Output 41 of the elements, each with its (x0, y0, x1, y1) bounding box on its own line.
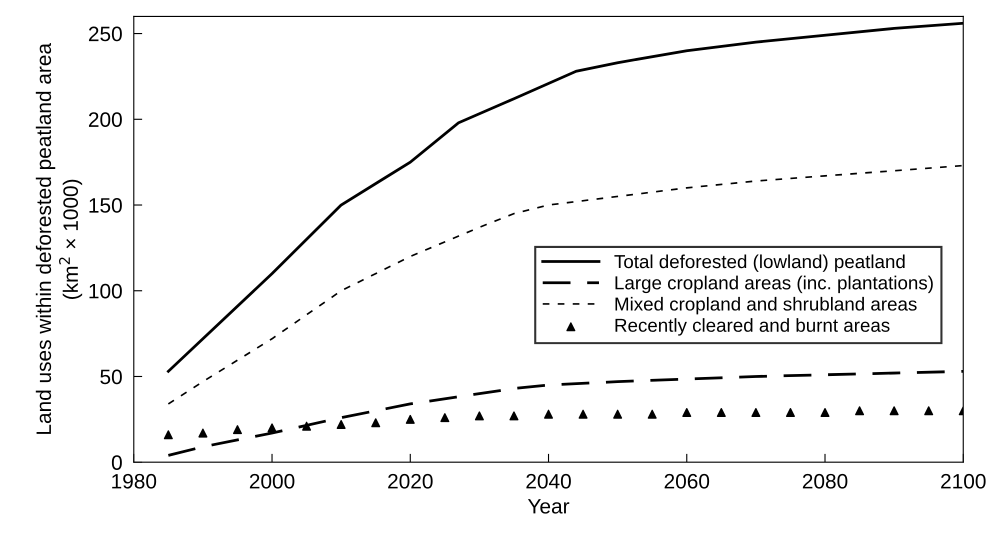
legend-label: Recently cleared and burnt areas (616, 318, 890, 336)
point (406, 414, 415, 424)
y-tick-label: 200 (88, 112, 122, 128)
point (751, 408, 760, 417)
x-axis-title: Year (528, 499, 570, 514)
point (648, 410, 657, 419)
legend-label: Mixed cropland and shrubland areas (616, 296, 917, 314)
legend-label: Large cropland areas (inc. plantations) (616, 276, 933, 294)
x-tick-label: 2080 (802, 474, 848, 489)
point (924, 406, 934, 416)
point (336, 420, 346, 429)
point (198, 428, 208, 438)
x-tick-label: 2100 (941, 474, 986, 489)
point (232, 425, 242, 434)
point (820, 408, 830, 417)
point (890, 406, 899, 416)
point (440, 413, 450, 422)
point (268, 423, 277, 432)
y-tick-label: 150 (90, 198, 122, 213)
legend-label: Total deforested (lowland) peatland (614, 254, 905, 272)
x-tick-label: 2000 (250, 474, 294, 489)
y-tick-label: 0 (112, 455, 122, 470)
x-tick-label: 2020 (388, 474, 433, 489)
point (855, 406, 864, 416)
point (544, 410, 554, 419)
point (164, 430, 173, 440)
x-tick-label: 2060 (664, 474, 710, 489)
point (716, 408, 726, 417)
point (613, 410, 622, 419)
y-axis-title: Land uses within deforested peatland area (km$^{2}$ × 1000) (36, 42, 82, 434)
y-tick-label: 50 (100, 369, 122, 384)
point (682, 408, 692, 417)
x-tick-label: 1980 (112, 474, 156, 489)
point (509, 411, 518, 420)
y-tick-label: 100 (90, 284, 122, 299)
point (786, 408, 795, 417)
x-tick-label: 2040 (526, 474, 571, 489)
point (474, 411, 484, 420)
point (371, 418, 380, 428)
point (578, 410, 588, 419)
y-tick-label: 250 (88, 26, 122, 42)
